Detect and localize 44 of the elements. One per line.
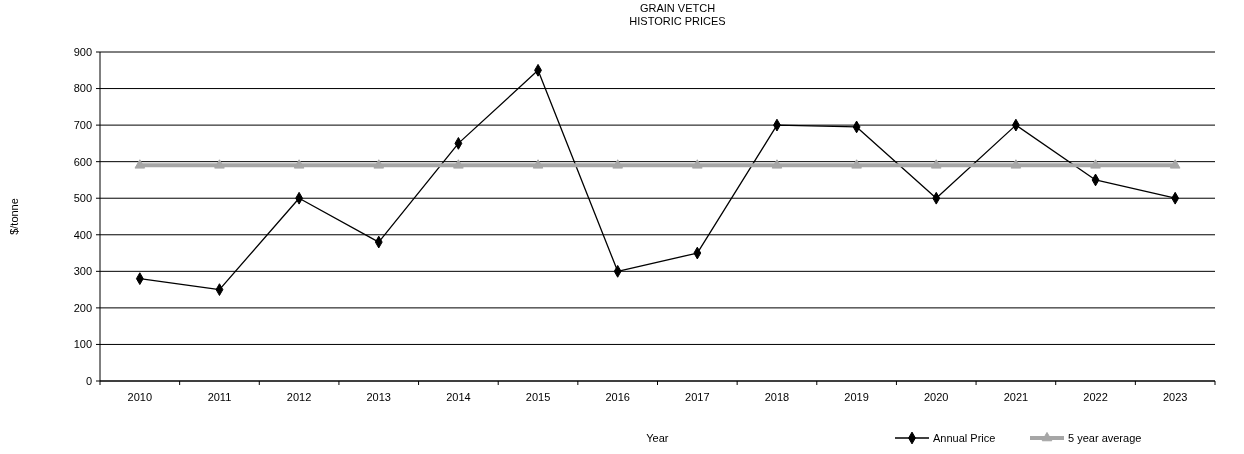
y-tick-label: 800 — [73, 82, 92, 95]
point — [1090, 159, 1101, 169]
point — [692, 159, 703, 169]
legend-label: 5 year average — [1068, 431, 1142, 444]
x-tick-label: 2018 — [764, 391, 790, 403]
y-tick-label: 200 — [73, 301, 92, 314]
x-tick-label: 2017 — [685, 391, 710, 403]
y-axis-title: $/tonne — [8, 198, 20, 235]
point — [1169, 159, 1181, 169]
point — [134, 159, 146, 169]
point — [214, 159, 225, 169]
x-tick-label: 2016 — [605, 391, 630, 403]
x-tick-label: 2022 — [1083, 391, 1108, 403]
x-tick-label: 2013 — [366, 391, 391, 403]
legend-label: Annual Price — [933, 431, 996, 444]
point — [1010, 159, 1022, 169]
y-tick-label: 900 — [73, 45, 92, 58]
x-tick-label: 2023 — [1162, 391, 1188, 403]
point — [453, 159, 464, 169]
y-tick-label: 700 — [73, 118, 92, 131]
x-tick-label: 2011 — [207, 391, 232, 403]
chart-title: GRAIN VETCH — [639, 2, 716, 14]
point — [612, 159, 623, 169]
y-tick-label: 300 — [73, 265, 92, 278]
point — [771, 159, 783, 169]
y-tick-label: 400 — [73, 228, 92, 241]
x-tick-label: 2021 — [1003, 391, 1029, 403]
x-tick-label: 2010 — [127, 391, 153, 403]
y-tick-label: 100 — [73, 338, 92, 351]
y-tick-label: 600 — [73, 155, 92, 168]
chart-subtitle: HISTORIC PRICES — [629, 15, 726, 27]
point — [373, 159, 385, 169]
point — [293, 159, 305, 169]
x-tick-label: 2014 — [446, 391, 471, 403]
y-tick-label: 500 — [73, 192, 92, 205]
point — [851, 159, 862, 169]
point — [930, 159, 942, 169]
x-axis-title: Year — [646, 432, 669, 444]
x-tick-label: 2015 — [525, 391, 551, 403]
x-tick-label: 2012 — [286, 391, 312, 403]
x-tick-label: 2019 — [844, 391, 869, 403]
x-tick-label: 2020 — [924, 391, 949, 403]
y-tick-label: 0 — [85, 374, 92, 387]
point — [532, 159, 544, 169]
